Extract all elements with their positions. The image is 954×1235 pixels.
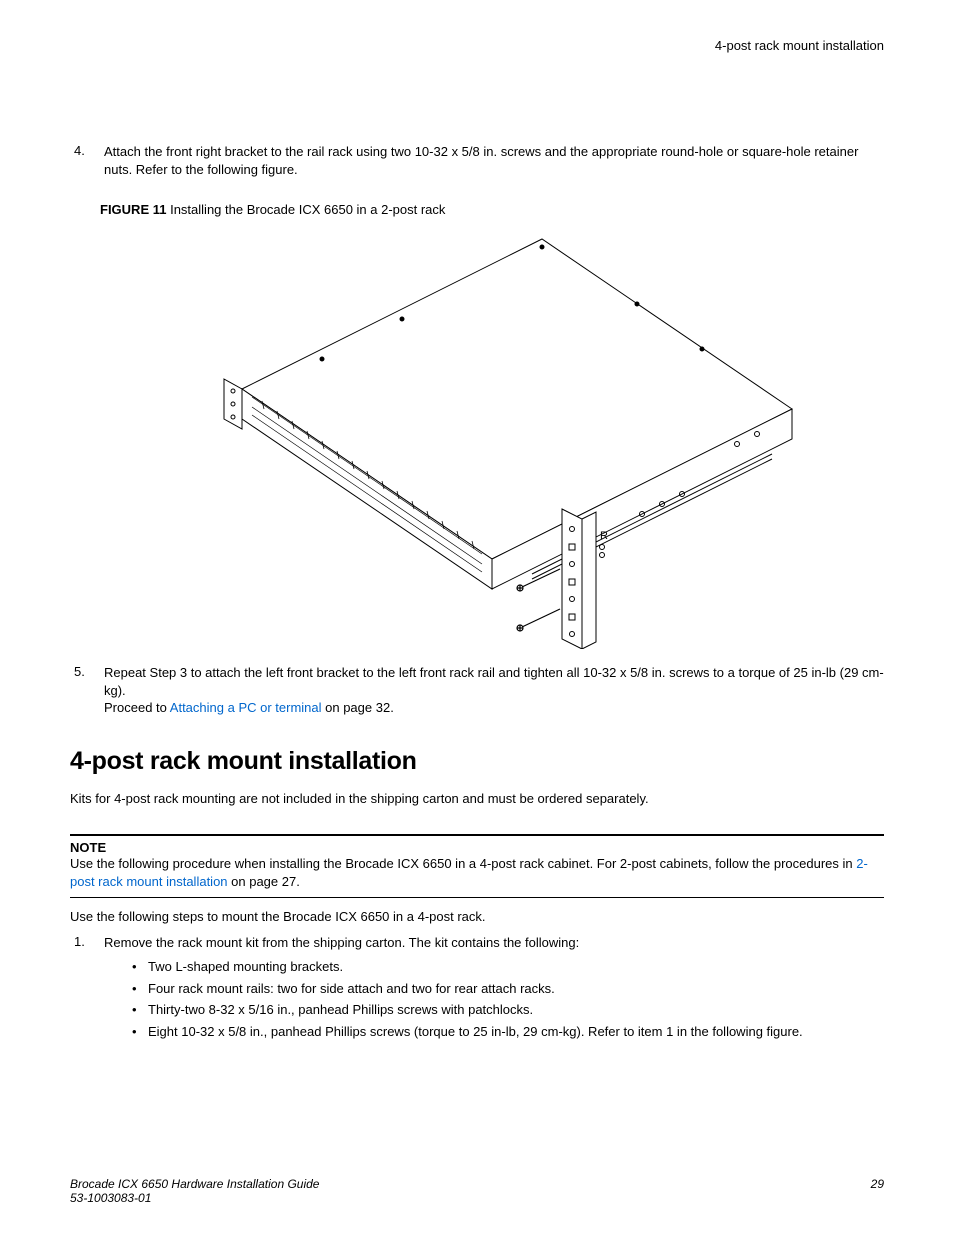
section-heading: 4-post rack mount installation [70,747,884,776]
footer-page-number: 29 [871,1177,884,1205]
page: 4-post rack mount installation 4. Attach… [0,0,954,1235]
bullet-item: Eight 10-32 x 5/8 in., panhead Phillips … [148,1023,884,1041]
list-item: 4. Attach the front right bracket to the… [70,143,884,178]
step-text-pre: Proceed to [104,700,170,715]
list-number: 1. [70,934,104,1044]
page-header-right: 4-post rack mount installation [70,38,884,53]
figure-caption-text: Installing the Brocade ICX 6650 in a 2-p… [170,202,445,217]
note-text-post: on page 27. [228,874,300,889]
note-label: NOTE [70,840,884,855]
bullet-item: Thirty-two 8-32 x 5/16 in., panhead Phil… [148,1001,884,1019]
note-rule [70,834,884,836]
step-text-post: on page 32. [322,700,394,715]
step-text: Repeat Step 3 to attach the left front b… [104,665,884,698]
figure-label: FIGURE 11 [100,202,166,217]
note-body: Use the following procedure when install… [70,855,884,898]
paragraph: Kits for 4-post rack mounting are not in… [70,790,884,808]
bullet-list: Two L-shaped mounting brackets. Four rac… [104,958,884,1040]
figure-illustration: R [100,229,884,652]
note-text-pre: Use the following procedure when install… [70,856,856,871]
footer-left: Brocade ICX 6650 Hardware Installation G… [70,1177,319,1205]
list-body: Repeat Step 3 to attach the left front b… [104,664,884,717]
svg-text:R: R [600,530,608,542]
paragraph: Use the following steps to mount the Bro… [70,908,884,926]
list-item: 5. Repeat Step 3 to attach the left fron… [70,664,884,717]
list-number: 4. [70,143,104,178]
list-number: 5. [70,664,104,717]
bullet-item: Four rack mount rails: two for side atta… [148,980,884,998]
list-body: Attach the front right bracket to the ra… [104,143,884,178]
bullet-item: Two L-shaped mounting brackets. [148,958,884,976]
link-attaching-pc[interactable]: Attaching a PC or terminal [170,700,322,715]
page-footer: Brocade ICX 6650 Hardware Installation G… [70,1177,884,1205]
step-text: Remove the rack mount kit from the shipp… [104,935,579,950]
list-item: 1. Remove the rack mount kit from the sh… [70,934,884,1044]
list-body: Remove the rack mount kit from the shipp… [104,934,884,1044]
figure-caption: FIGURE 11 Installing the Brocade ICX 665… [100,202,884,217]
